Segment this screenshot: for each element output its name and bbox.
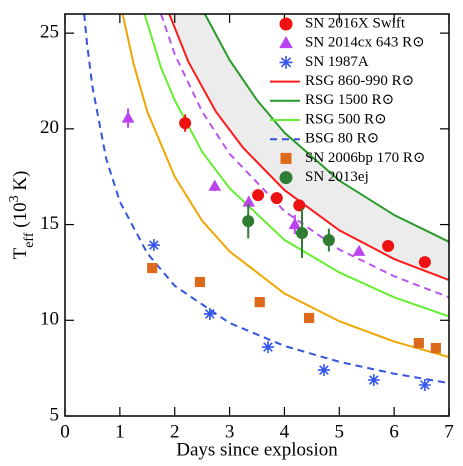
- point: [242, 195, 256, 207]
- legend-label: RSG 860-990 R⊙: [305, 73, 414, 89]
- point: [295, 226, 308, 239]
- legend-label: SN 2006bp 170 R⊙: [305, 150, 426, 166]
- point: [208, 179, 222, 191]
- x-tick-label: 6: [389, 421, 399, 442]
- y-label-part: T: [10, 247, 31, 259]
- x-axis-label: Days since explosion: [176, 439, 338, 460]
- point: [293, 199, 306, 212]
- y-tick-label: 5: [50, 404, 60, 425]
- y-axis-label: Teff (103 K): [7, 171, 37, 260]
- legend-swatch: [279, 55, 293, 69]
- y-label-part: eff: [22, 232, 37, 248]
- y-tick-label: 20: [40, 117, 59, 138]
- line: [121, 14, 449, 359]
- y-label-part: 3: [7, 195, 22, 202]
- legend-swatch: [279, 36, 293, 49]
- line: [143, 14, 449, 318]
- legend-label: BSG 80 R⊙: [305, 131, 379, 147]
- point: [382, 240, 395, 253]
- point: [270, 192, 283, 205]
- point: [317, 364, 330, 377]
- point: [430, 342, 441, 354]
- legend-swatch: [279, 17, 293, 31]
- x-tick-label: 7: [444, 421, 454, 442]
- band: [169, 14, 449, 281]
- y-label-part: K): [10, 171, 31, 196]
- x-tick-label: 2: [170, 421, 180, 442]
- point: [203, 307, 216, 320]
- legend-label: SN 1987A: [305, 54, 369, 70]
- y-label-part: (10: [10, 202, 31, 232]
- x-tick-label: 4: [280, 421, 290, 442]
- point: [418, 256, 431, 269]
- plot-area: [83, 14, 449, 391]
- x-tick-label: 0: [60, 421, 70, 442]
- y-tick-label: 15: [40, 213, 59, 234]
- legend-swatch: [280, 152, 292, 164]
- point: [147, 262, 158, 274]
- point: [242, 215, 255, 228]
- x-tick-label: 5: [335, 421, 345, 442]
- point: [288, 217, 302, 230]
- point: [261, 341, 274, 354]
- line: [83, 14, 449, 385]
- point: [322, 234, 335, 247]
- line: [160, 14, 449, 299]
- legend-label: SN 2016X Swift: [305, 15, 406, 31]
- legend-swatch: [279, 171, 293, 185]
- legend-label: RSG 500 R⊙: [305, 111, 387, 127]
- point: [367, 374, 380, 387]
- legend-label: SN 2013ej: [305, 169, 369, 185]
- point: [304, 312, 315, 324]
- y-tick-label: 10: [40, 309, 59, 330]
- point: [252, 189, 265, 202]
- legend-label: SN 2014cx 643 R⊙: [305, 35, 425, 51]
- point: [121, 111, 135, 123]
- point: [194, 276, 206, 288]
- point: [254, 297, 265, 308]
- point: [413, 337, 424, 349]
- point: [147, 239, 160, 252]
- point: [418, 378, 431, 391]
- y-tick-label: 25: [40, 22, 59, 43]
- point: [352, 244, 366, 256]
- x-tick-label: 1: [115, 421, 125, 442]
- legend-label: RSG 1500 R⊙: [305, 92, 394, 108]
- x-tick-label: 3: [225, 421, 235, 442]
- line: [168, 14, 449, 282]
- line: [204, 14, 449, 243]
- frame: [64, 13, 450, 417]
- point: [179, 117, 192, 130]
